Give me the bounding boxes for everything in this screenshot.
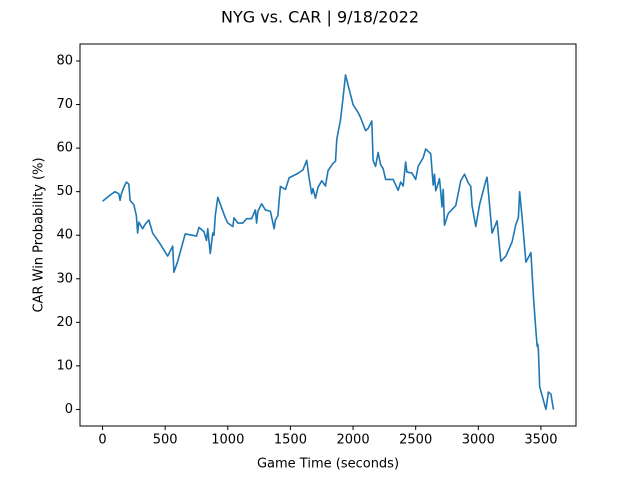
y-tick-label: 70	[56, 97, 73, 112]
x-tick-label: 1500	[274, 433, 307, 448]
y-tick-label: 60	[56, 141, 73, 156]
x-tick-label: 3500	[524, 433, 557, 448]
y-tick-label: 10	[56, 358, 73, 373]
chart-title: NYG vs. CAR | 9/18/2022	[221, 8, 419, 27]
y-tick-label: 0	[65, 402, 73, 417]
y-tick-label: 20	[56, 315, 73, 330]
x-tick-label: 2500	[399, 433, 432, 448]
x-tick-label: 2000	[337, 433, 370, 448]
x-tick-label: 0	[98, 433, 106, 448]
y-axis-label: CAR Win Probability (%)	[32, 157, 47, 312]
x-tick-label: 1000	[211, 433, 244, 448]
x-tick-label: 500	[153, 433, 178, 448]
y-tick-label: 50	[56, 184, 73, 199]
x-axis-label: Game Time (seconds)	[257, 457, 399, 472]
y-tick-label: 40	[56, 228, 73, 243]
x-tick-label: 3000	[462, 433, 495, 448]
y-tick-label: 80	[56, 53, 73, 68]
line-series	[102, 74, 555, 411]
y-tick-label: 30	[56, 271, 73, 286]
